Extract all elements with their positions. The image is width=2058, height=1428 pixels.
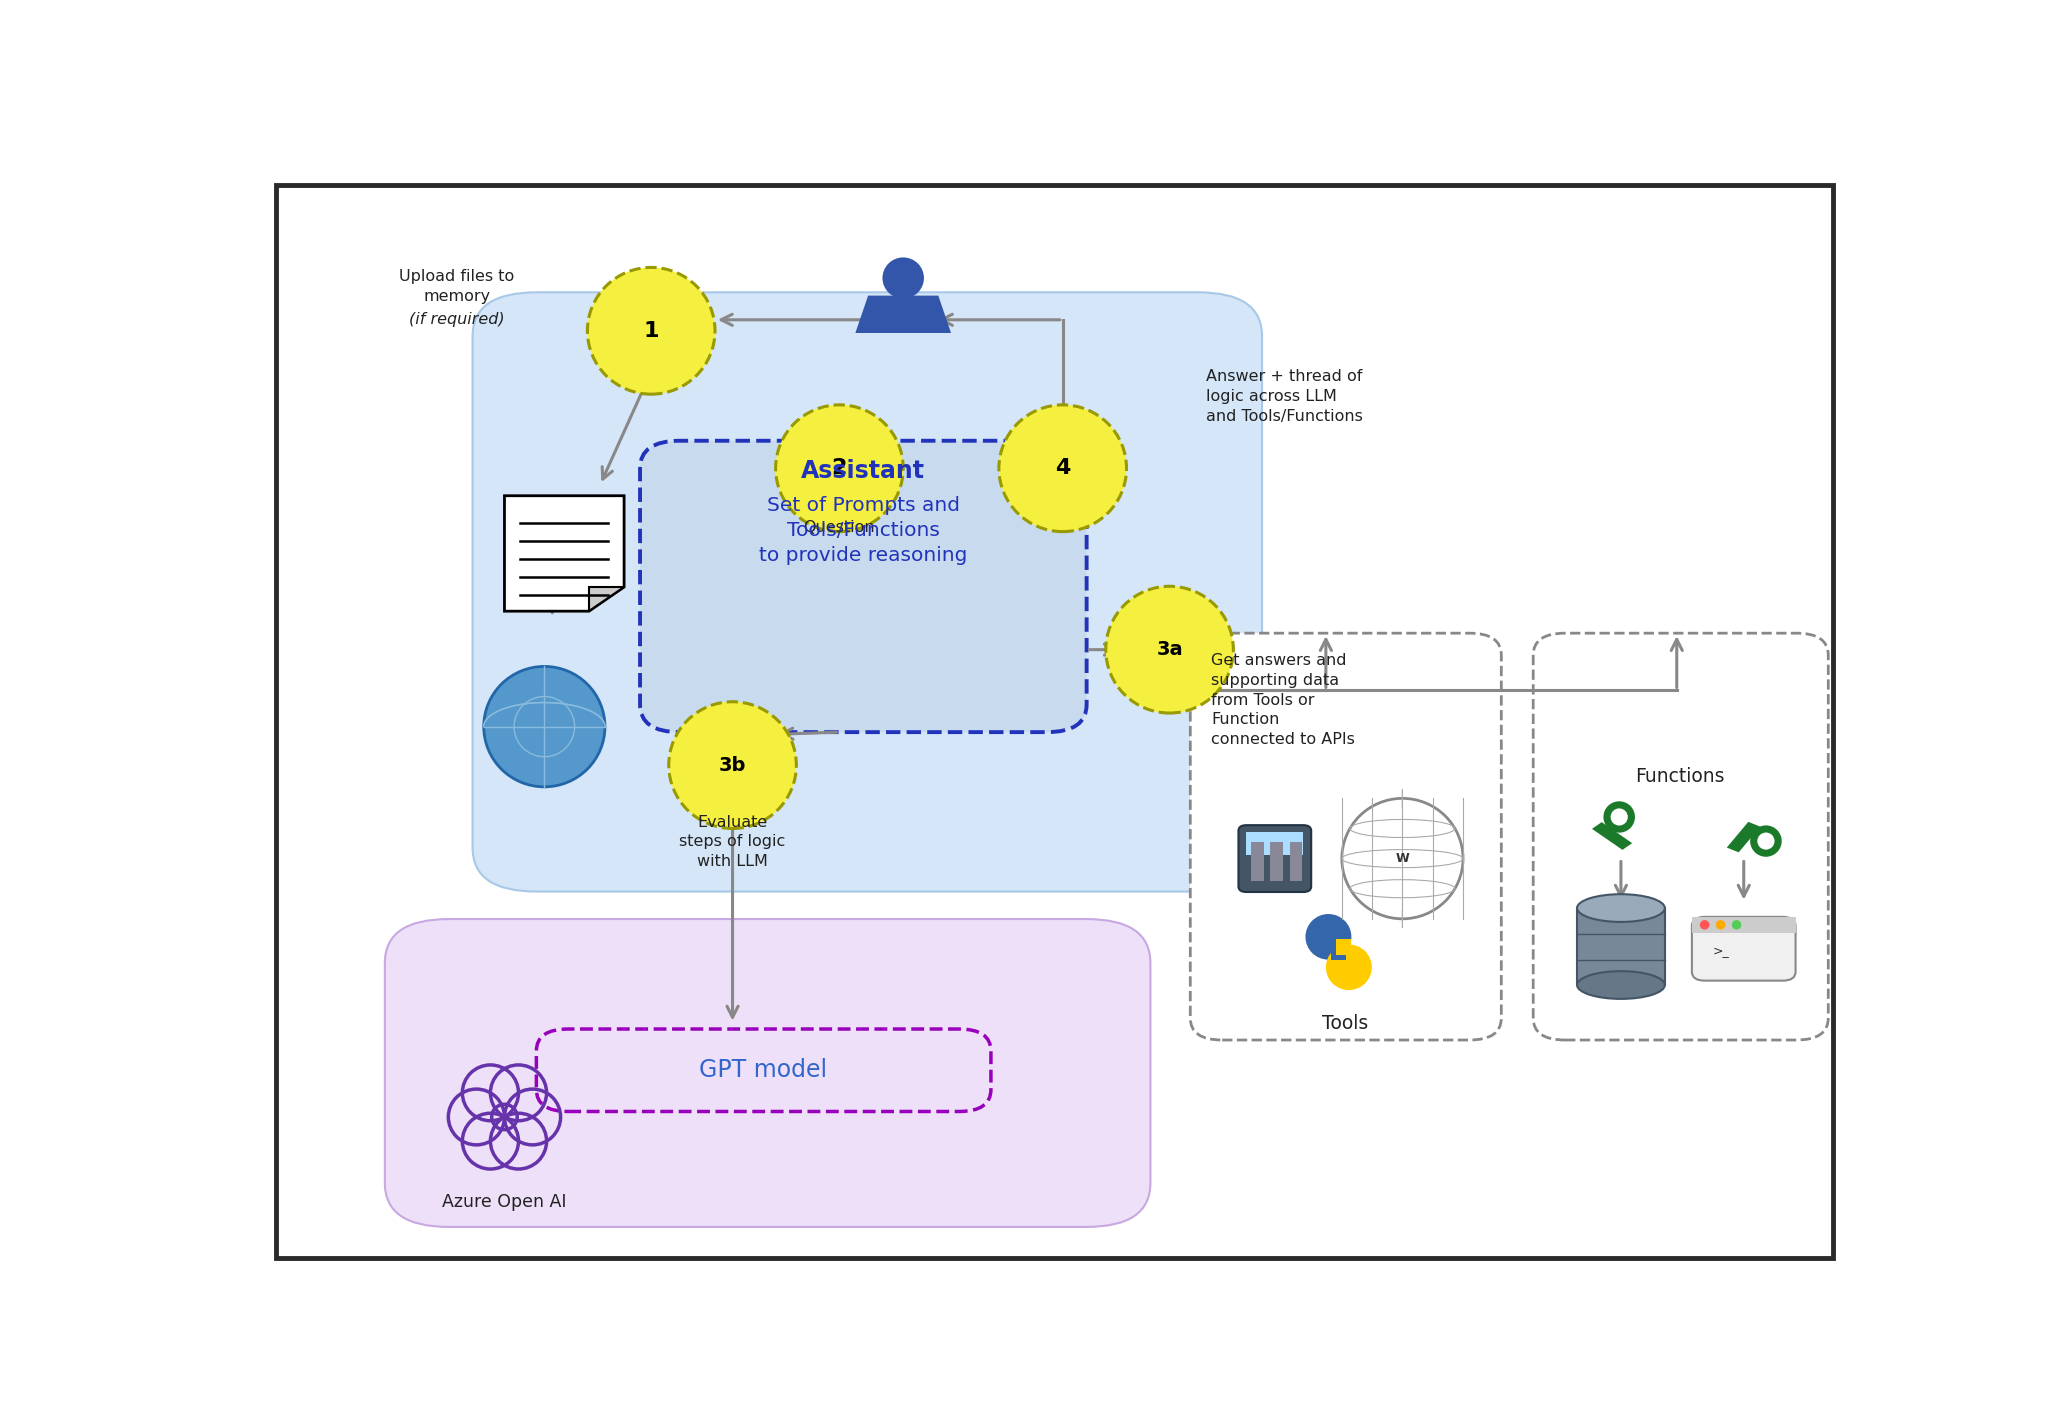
Text: 3b: 3b <box>718 755 747 774</box>
Text: 1: 1 <box>644 321 659 341</box>
Ellipse shape <box>1105 587 1233 713</box>
FancyBboxPatch shape <box>1336 940 1352 954</box>
FancyBboxPatch shape <box>1251 868 1264 881</box>
Ellipse shape <box>1716 920 1725 930</box>
FancyBboxPatch shape <box>1533 633 1828 1040</box>
FancyBboxPatch shape <box>1692 917 1795 932</box>
Ellipse shape <box>1758 833 1774 850</box>
Ellipse shape <box>484 667 605 787</box>
Ellipse shape <box>587 267 714 394</box>
FancyBboxPatch shape <box>1290 855 1303 868</box>
Ellipse shape <box>998 406 1126 531</box>
Ellipse shape <box>776 406 903 531</box>
Ellipse shape <box>883 257 924 298</box>
Ellipse shape <box>1731 920 1741 930</box>
Polygon shape <box>1727 823 1760 853</box>
Text: Tools: Tools <box>1321 1014 1369 1032</box>
Ellipse shape <box>669 701 796 828</box>
Text: 3a: 3a <box>1157 640 1183 660</box>
FancyBboxPatch shape <box>1251 855 1264 868</box>
FancyBboxPatch shape <box>1270 868 1282 881</box>
Ellipse shape <box>1576 971 1665 1000</box>
Text: Evaluate
steps of logic
with LLM: Evaluate steps of logic with LLM <box>679 814 786 870</box>
Text: GPT model: GPT model <box>700 1058 827 1081</box>
FancyBboxPatch shape <box>1270 855 1282 868</box>
FancyBboxPatch shape <box>385 920 1150 1227</box>
Ellipse shape <box>1603 801 1634 833</box>
Text: Upload files to
memory: Upload files to memory <box>399 270 514 304</box>
Text: Set of Prompts and
Tools/Functions
to provide reasoning: Set of Prompts and Tools/Functions to pr… <box>759 496 967 564</box>
Text: Azure Open AI: Azure Open AI <box>442 1192 566 1211</box>
Ellipse shape <box>1749 825 1782 857</box>
Ellipse shape <box>1342 798 1463 918</box>
FancyBboxPatch shape <box>473 293 1262 891</box>
FancyBboxPatch shape <box>1290 868 1303 881</box>
Text: >_: >_ <box>1712 945 1729 958</box>
Polygon shape <box>504 496 624 611</box>
FancyBboxPatch shape <box>537 1030 992 1111</box>
FancyBboxPatch shape <box>1239 825 1311 892</box>
Text: Functions: Functions <box>1636 767 1725 785</box>
FancyBboxPatch shape <box>640 441 1087 733</box>
Polygon shape <box>589 587 624 611</box>
Ellipse shape <box>1611 808 1628 825</box>
FancyBboxPatch shape <box>1270 843 1282 854</box>
Text: Answer + thread of
logic across LLM
and Tools/Functions: Answer + thread of logic across LLM and … <box>1206 370 1362 424</box>
Text: (if required): (if required) <box>410 313 504 327</box>
FancyBboxPatch shape <box>1692 917 1795 981</box>
Ellipse shape <box>1700 920 1710 930</box>
Ellipse shape <box>1325 944 1373 990</box>
FancyBboxPatch shape <box>1190 633 1502 1040</box>
Text: Get answers and
supporting data
from Tools or
Function
connected to APIs: Get answers and supporting data from Too… <box>1210 653 1354 747</box>
Text: Question: Question <box>803 520 875 536</box>
Text: Assistant: Assistant <box>801 460 926 484</box>
Text: W: W <box>1395 853 1410 865</box>
FancyBboxPatch shape <box>1247 833 1303 855</box>
FancyBboxPatch shape <box>1290 843 1303 854</box>
Polygon shape <box>856 296 951 333</box>
Polygon shape <box>1593 823 1632 850</box>
Ellipse shape <box>1305 914 1352 960</box>
FancyBboxPatch shape <box>1332 944 1346 960</box>
Text: 4: 4 <box>1056 458 1070 478</box>
Text: 2: 2 <box>831 458 848 478</box>
FancyBboxPatch shape <box>1251 843 1264 854</box>
Ellipse shape <box>1576 894 1665 922</box>
FancyBboxPatch shape <box>1576 908 1665 985</box>
